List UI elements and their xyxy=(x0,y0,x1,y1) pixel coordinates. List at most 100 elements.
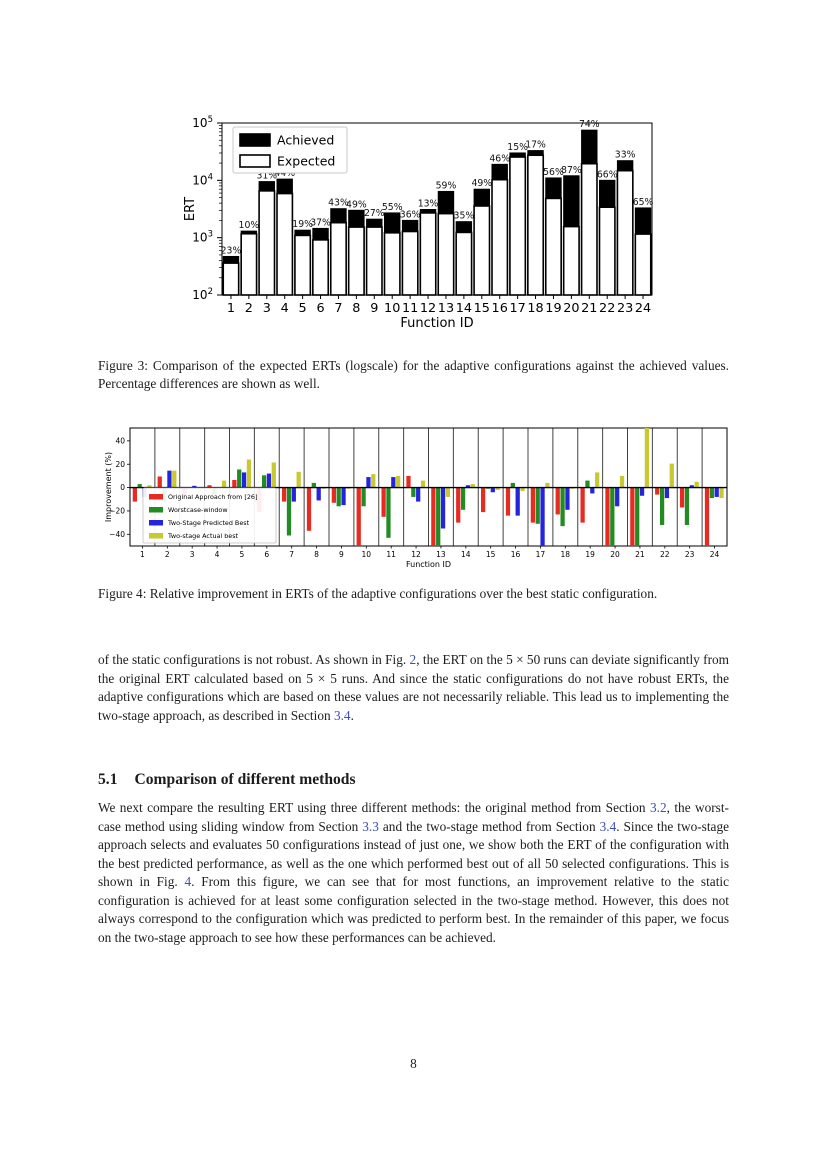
figure3-caption: Figure 3: Comparison of the expected ERT… xyxy=(98,358,729,392)
svg-text:Two-stage Actual best: Two-stage Actual best xyxy=(167,532,239,540)
ref-link[interactable]: 4 xyxy=(184,874,192,889)
svg-text:20: 20 xyxy=(563,301,579,316)
svg-text:ERT: ERT xyxy=(183,197,198,221)
figure4: −40 −20 0 20 40 1 2 3 4 5 6 7 8 9 10 11 12 13 14 15 16 17 18 19… xyxy=(103,424,730,570)
svg-text:31%: 31% xyxy=(256,171,277,182)
text-segment: of the static configurations is not robu… xyxy=(98,652,410,667)
svg-text:24: 24 xyxy=(710,550,720,559)
svg-text:10: 10 xyxy=(362,550,372,559)
svg-text:102: 102 xyxy=(192,287,213,302)
svg-text:66%: 66% xyxy=(597,169,618,180)
svg-text:19: 19 xyxy=(545,301,561,316)
svg-text:7: 7 xyxy=(334,301,342,316)
svg-text:6: 6 xyxy=(316,301,324,316)
svg-text:56%: 56% xyxy=(543,167,564,178)
svg-text:87%: 87% xyxy=(561,165,582,176)
section-title: Comparison of different methods xyxy=(134,771,356,788)
svg-text:103: 103 xyxy=(192,230,213,245)
svg-text:3: 3 xyxy=(190,550,195,559)
svg-text:11: 11 xyxy=(386,550,396,559)
svg-text:40: 40 xyxy=(115,436,125,445)
text-segment: , the ERT on the 5 × 50 runs can deviate… xyxy=(98,652,729,723)
svg-text:0: 0 xyxy=(120,483,125,492)
ref-link[interactable]: 3.3 xyxy=(362,818,379,834)
svg-text:16: 16 xyxy=(511,550,521,559)
paragraph-1: of the static configurations is not robu… xyxy=(98,651,729,725)
svg-text:18: 18 xyxy=(527,301,543,316)
text-segment: . Since the two-stage approach selects a… xyxy=(98,818,729,890)
svg-text:35%: 35% xyxy=(454,211,475,222)
svg-text:9: 9 xyxy=(370,301,378,316)
svg-text:Worstcase-window: Worstcase-window xyxy=(168,506,228,514)
svg-text:13: 13 xyxy=(436,550,446,559)
svg-text:Function ID: Function ID xyxy=(406,560,451,569)
svg-text:36%: 36% xyxy=(400,209,421,220)
svg-text:1: 1 xyxy=(227,301,235,316)
figure3-chart: 102 103 104 105 23% 1 10% 2 31% 3 44% 4 19% 5 37% 6 43% 7… xyxy=(183,115,654,331)
svg-text:37%: 37% xyxy=(310,217,331,228)
svg-text:22: 22 xyxy=(599,301,615,316)
svg-text:22: 22 xyxy=(660,550,670,559)
svg-text:2: 2 xyxy=(165,550,170,559)
svg-text:16: 16 xyxy=(492,301,508,316)
svg-text:65%: 65% xyxy=(633,197,654,208)
svg-text:Two-Stage Predicted Best: Two-Stage Predicted Best xyxy=(167,519,250,527)
svg-text:12: 12 xyxy=(411,550,421,559)
svg-text:9: 9 xyxy=(339,550,344,559)
svg-text:55%: 55% xyxy=(382,202,403,213)
text-segment: . From this figure, we can see that for … xyxy=(98,874,729,945)
svg-text:20: 20 xyxy=(115,460,125,469)
ref-link[interactable]: 3.4 xyxy=(333,707,351,723)
text-segment: . xyxy=(350,707,354,723)
svg-text:13%: 13% xyxy=(418,198,439,209)
svg-text:10: 10 xyxy=(384,301,400,316)
svg-text:Expected: Expected xyxy=(277,154,335,169)
svg-text:4: 4 xyxy=(281,301,289,316)
svg-text:23%: 23% xyxy=(221,245,242,256)
svg-text:74%: 74% xyxy=(579,119,600,130)
svg-text:49%: 49% xyxy=(471,178,492,189)
svg-text:21: 21 xyxy=(635,550,645,559)
svg-text:13: 13 xyxy=(438,301,454,316)
svg-text:59%: 59% xyxy=(436,180,457,191)
svg-text:5: 5 xyxy=(240,550,245,559)
svg-text:17%: 17% xyxy=(525,140,546,151)
svg-text:6: 6 xyxy=(264,550,269,559)
section-number: 5.1 xyxy=(98,771,118,788)
svg-text:18: 18 xyxy=(561,550,571,559)
svg-text:17: 17 xyxy=(509,301,525,316)
svg-text:1: 1 xyxy=(140,550,145,559)
ref-link[interactable]: 2 xyxy=(409,652,417,667)
figure3: 102 103 104 105 23% 1 10% 2 31% 3 44% 4 19% 5 37% 6 43% 7… xyxy=(180,111,660,345)
svg-text:Achieved: Achieved xyxy=(277,133,334,148)
svg-text:33%: 33% xyxy=(615,150,636,161)
svg-text:15: 15 xyxy=(474,301,490,316)
svg-text:−20: −20 xyxy=(109,507,125,516)
svg-text:14: 14 xyxy=(456,301,472,316)
svg-text:43%: 43% xyxy=(328,198,349,209)
paragraph-2: We next compare the resulting ERT using … xyxy=(98,799,729,947)
svg-text:19: 19 xyxy=(585,550,595,559)
text-segment: , the worst-case method using sliding wi… xyxy=(98,800,729,834)
svg-text:12: 12 xyxy=(420,301,436,316)
svg-text:7: 7 xyxy=(289,550,294,559)
section-heading: 5.1 Comparison of different methods xyxy=(98,771,729,789)
text-segment: and the two-stage method from Section xyxy=(378,818,600,834)
svg-text:2: 2 xyxy=(245,301,253,316)
ref-link[interactable]: 3.4 xyxy=(599,818,617,834)
svg-text:Improvement (%): Improvement (%) xyxy=(104,452,113,522)
ref-link[interactable]: 3.2 xyxy=(649,800,667,815)
svg-text:27%: 27% xyxy=(364,208,385,219)
svg-text:105: 105 xyxy=(192,115,213,130)
svg-text:20: 20 xyxy=(610,550,620,559)
svg-text:104: 104 xyxy=(192,172,213,187)
svg-text:−40: −40 xyxy=(109,530,125,539)
svg-text:23: 23 xyxy=(617,301,633,316)
svg-text:24: 24 xyxy=(635,301,651,316)
svg-text:3: 3 xyxy=(263,301,271,316)
svg-text:15%: 15% xyxy=(507,142,528,153)
svg-text:11: 11 xyxy=(402,301,418,316)
svg-text:5: 5 xyxy=(299,301,307,316)
svg-text:46%: 46% xyxy=(489,153,510,164)
